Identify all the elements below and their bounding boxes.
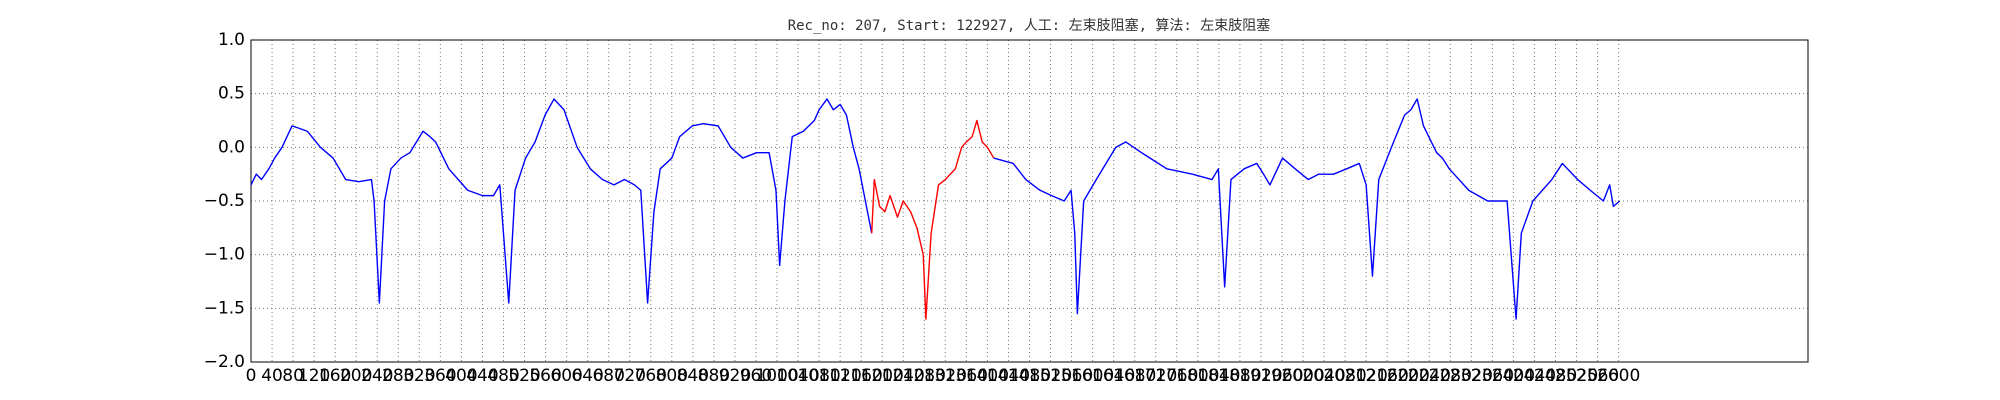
y-tick-label: −1.5 xyxy=(204,298,245,318)
y-tick-label: −0.5 xyxy=(204,191,245,211)
x-tick-label: 2520 xyxy=(1555,366,1598,386)
y-tick-label: 0.5 xyxy=(218,84,245,104)
x-tick-label: 160 xyxy=(319,366,351,386)
x-tick-label: 120 xyxy=(298,366,330,386)
x-tick-label: 1760 xyxy=(1155,366,1198,386)
x-tick-label: 720 xyxy=(614,366,646,386)
y-tick-label: 1.0 xyxy=(218,30,245,50)
x-tick-label: 800 xyxy=(656,366,688,386)
x-tick-label: 960 xyxy=(740,366,772,386)
x-tick-label: 880 xyxy=(698,366,730,386)
x-tick-label: 1440 xyxy=(987,366,1030,386)
x-tick-label: 2360 xyxy=(1471,366,1514,386)
x-tick-label: 1400 xyxy=(966,366,1009,386)
x-tick-label: 1120 xyxy=(819,366,862,386)
x-tick-label: 2280 xyxy=(1429,366,1472,386)
signal-line xyxy=(250,98,1621,320)
x-tick-label: 1480 xyxy=(1008,366,1051,386)
x-tick-label: 400 xyxy=(445,366,477,386)
x-tick-label: 480 xyxy=(487,366,519,386)
x-tick-label: 1040 xyxy=(776,366,819,386)
x-tick-label: 1880 xyxy=(1218,366,1261,386)
y-tick-label: −2.0 xyxy=(204,352,245,372)
x-tick-label: 80 xyxy=(282,366,304,386)
x-tick-label: 1720 xyxy=(1134,366,1177,386)
x-tick-label: 1680 xyxy=(1113,366,1156,386)
x-tick-label: 280 xyxy=(382,366,414,386)
x-tick-label: 1560 xyxy=(1050,366,1093,386)
x-tick-label: 2480 xyxy=(1534,366,1577,386)
x-tick-label: 2440 xyxy=(1513,366,1556,386)
y-tick-label: 0.0 xyxy=(218,137,245,157)
x-tick-label: 240 xyxy=(361,366,393,386)
x-tick-label: 1520 xyxy=(1029,366,1072,386)
x-tick-label: 760 xyxy=(635,366,667,386)
x-tick-label: 2200 xyxy=(1387,366,1430,386)
x-tick-label: 2040 xyxy=(1302,366,1345,386)
x-tick-label: 2160 xyxy=(1366,366,1409,386)
y-tick-label: −1.0 xyxy=(204,245,245,265)
x-tick-label: 1160 xyxy=(840,366,883,386)
x-tick-label: 600 xyxy=(550,366,582,386)
x-tick-label: 320 xyxy=(403,366,435,386)
x-tick-label: 1240 xyxy=(882,366,925,386)
plot-frame xyxy=(250,39,1809,363)
chart-title: Rec_no: 207, Start: 122927, 人工: 左束肢阻塞, 算… xyxy=(788,17,1271,34)
x-tick-label: 1840 xyxy=(1197,366,1240,386)
x-tick-label: 1960 xyxy=(1260,366,1303,386)
x-tick-label: 200 xyxy=(340,366,372,386)
x-tick-label: 40 xyxy=(261,366,283,386)
x-tick-label: 1800 xyxy=(1176,366,1219,386)
x-tick-label: 640 xyxy=(571,366,603,386)
x-tick-label: 1360 xyxy=(945,366,988,386)
x-tick-label: 440 xyxy=(466,366,498,386)
x-tick-label: 560 xyxy=(529,366,561,386)
x-tick-label: 840 xyxy=(677,366,709,386)
x-tick-label: 1080 xyxy=(797,366,840,386)
x-tick-label: 2320 xyxy=(1450,366,1493,386)
x-tick-label: 1280 xyxy=(903,366,946,386)
x-tick-label: 1320 xyxy=(924,366,967,386)
x-tick-label: 1000 xyxy=(755,366,798,386)
x-tick-label: 1920 xyxy=(1239,366,1282,386)
x-tick-label: 1640 xyxy=(1092,366,1135,386)
x-tick-label: 2240 xyxy=(1408,366,1451,386)
x-tick-label: 2600 xyxy=(1597,366,1640,386)
x-tick-label: 2000 xyxy=(1281,366,1324,386)
x-tick-label: 1200 xyxy=(861,366,904,386)
x-tick-label: 1600 xyxy=(1071,366,1114,386)
x-tick-label: 2400 xyxy=(1492,366,1535,386)
x-tick-label: 360 xyxy=(424,366,456,386)
x-tick-label: 2560 xyxy=(1576,366,1619,386)
x-tick-label: 920 xyxy=(719,366,751,386)
x-tick-label: 2120 xyxy=(1345,366,1388,386)
x-tick-label: 2080 xyxy=(1323,366,1366,386)
x-tick-label: 0 xyxy=(246,366,257,386)
x-tick-label: 680 xyxy=(592,366,624,386)
signal-line xyxy=(871,119,995,320)
x-tick-label: 520 xyxy=(508,366,540,386)
